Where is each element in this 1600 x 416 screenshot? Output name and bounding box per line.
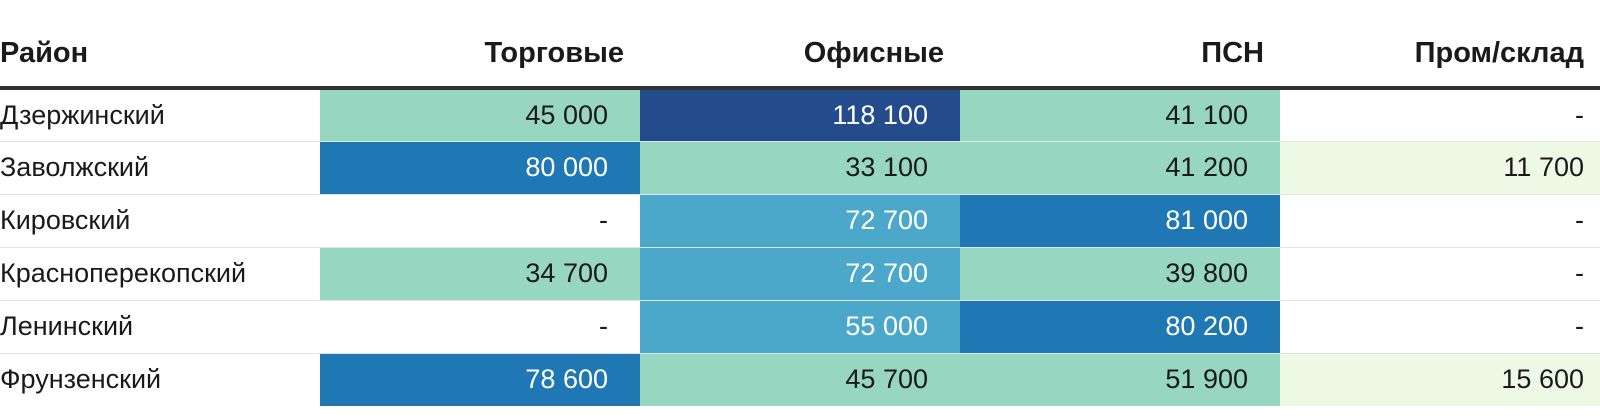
district-name-cell: Заволжский — [0, 141, 320, 195]
heat-cell-retail: 80 000 — [320, 141, 640, 195]
heat-cell-office: 33 100 — [640, 141, 960, 195]
table-header: Район Торговые Офисные ПСН Пром/склад — [0, 20, 1600, 90]
table-body: Дзержинский 45 000 118 100 41 100- Заволжски… — [0, 88, 1600, 406]
district-name-cell: Красноперекопский — [0, 247, 320, 301]
heat-cell-industrial: - — [1280, 88, 1600, 142]
column-header-district: Район — [0, 20, 320, 90]
district-name-cell: Ленинский — [0, 300, 320, 354]
table-row: Фрунзенский 78 600 45 700 51 900 15 600 — [0, 353, 1600, 406]
table-row: Кировский -72 700 81 000- — [0, 194, 1600, 248]
heat-cell-office: 118 100 — [640, 88, 960, 142]
heat-cell-industrial: - — [1280, 194, 1600, 248]
heat-cell-retail: 78 600 — [320, 353, 640, 406]
column-header-office: Офисные — [640, 20, 960, 90]
heat-cell-industrial: - — [1280, 300, 1600, 354]
heat-cell-retail: 34 700 — [320, 247, 640, 301]
heat-cell-retail: - — [320, 300, 640, 354]
table-row: Дзержинский 45 000 118 100 41 100- — [0, 88, 1600, 142]
district-name-cell: Дзержинский — [0, 88, 320, 142]
header-row: Район Торговые Офисные ПСН Пром/склад — [0, 20, 1600, 90]
heat-cell-industrial: - — [1280, 247, 1600, 301]
heat-cell-psn: 41 200 — [960, 141, 1280, 195]
district-price-table: Район Торговые Офисные ПСН Пром/склад Дз… — [0, 20, 1600, 406]
table-row: Красноперекопский 34 700 72 700 39 800- — [0, 247, 1600, 301]
column-header-retail: Торговые — [320, 20, 640, 90]
heat-cell-office: 72 700 — [640, 247, 960, 301]
heat-cell-psn: 81 000 — [960, 194, 1280, 248]
heat-cell-retail: - — [320, 194, 640, 248]
district-name-cell: Фрунзенский — [0, 353, 320, 406]
heat-cell-psn: 80 200 — [960, 300, 1280, 354]
district-name-cell: Кировский — [0, 194, 320, 248]
heat-cell-retail: 45 000 — [320, 88, 640, 142]
heat-cell-office: 72 700 — [640, 194, 960, 248]
heat-cell-office: 45 700 — [640, 353, 960, 406]
table-row: Заволжский 80 000 33 100 41 200 11 700 — [0, 141, 1600, 195]
heat-cell-psn: 41 100 — [960, 88, 1280, 142]
heat-cell-industrial: 11 700 — [1280, 141, 1600, 195]
column-header-industrial: Пром/склад — [1280, 20, 1600, 90]
heat-cell-industrial: 15 600 — [1280, 353, 1600, 406]
heat-cell-psn: 51 900 — [960, 353, 1280, 406]
heat-cell-office: 55 000 — [640, 300, 960, 354]
column-header-psn: ПСН — [960, 20, 1280, 90]
table-row: Ленинский -55 000 80 200- — [0, 300, 1600, 354]
heat-cell-psn: 39 800 — [960, 247, 1280, 301]
